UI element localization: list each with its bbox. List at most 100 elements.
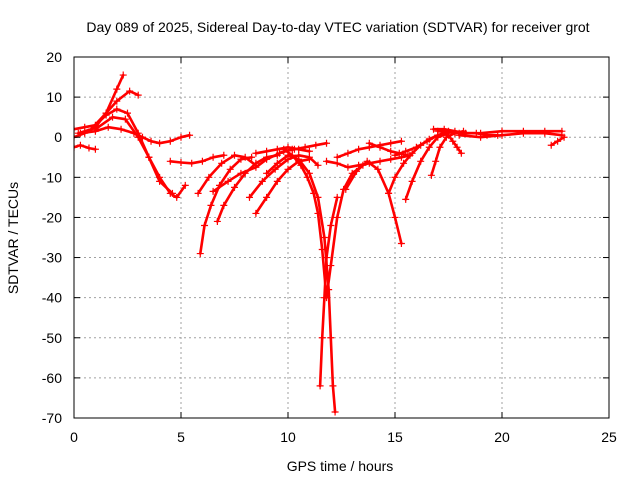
y-tick-label: -20 (42, 209, 62, 225)
data-point-marker (320, 294, 328, 302)
data-point-marker (397, 240, 405, 248)
data-point-marker (237, 169, 245, 177)
chart-title: Day 089 of 2025, Sidereal Day-to-day VTE… (86, 19, 589, 35)
data-point-marker (156, 177, 164, 185)
x-tick-label: 20 (494, 429, 510, 445)
data-point-marker (355, 145, 363, 153)
series-arc-17 (316, 193, 341, 390)
data-point-marker (387, 139, 395, 147)
data-point-marker (318, 246, 326, 254)
data-point-marker (205, 173, 213, 181)
series-arc-18 (280, 139, 331, 155)
data-point-marker (434, 127, 442, 135)
series-line (77, 89, 140, 135)
data-point-marker (181, 181, 189, 189)
data-point-marker (173, 193, 181, 201)
data-point-marker (147, 137, 155, 145)
data-point-marker (81, 123, 89, 131)
series-line (196, 154, 258, 195)
data-point-marker (194, 189, 202, 197)
series-arc-14 (252, 143, 313, 157)
data-point-marker (220, 201, 228, 209)
data-point-marker (455, 131, 463, 139)
data-point-marker (316, 382, 324, 390)
data-point-marker (329, 382, 337, 390)
y-tick-label: 20 (46, 49, 62, 65)
y-tick-label: -50 (42, 330, 62, 346)
data-series (74, 71, 568, 416)
data-point-marker (119, 71, 127, 79)
data-point-marker (113, 105, 121, 113)
series-arc-08 (196, 153, 256, 258)
data-point-marker (113, 97, 121, 105)
data-point-marker (327, 262, 335, 270)
data-point-marker (231, 151, 238, 159)
data-point-marker (318, 334, 326, 342)
data-point-marker (109, 113, 117, 121)
data-point-marker (323, 157, 331, 165)
data-point-marker (365, 139, 373, 147)
data-point-marker (121, 115, 129, 123)
grid (74, 57, 609, 418)
series-arc-01 (74, 141, 99, 153)
data-point-marker (498, 131, 506, 139)
data-point-marker (427, 171, 435, 179)
data-point-marker (363, 157, 371, 165)
data-point-marker (327, 221, 335, 229)
data-point-marker (314, 209, 322, 217)
data-point-marker (245, 193, 253, 201)
x-axis-label: GPS time / hours (287, 458, 394, 474)
data-point-marker (218, 159, 226, 167)
data-point-marker (196, 250, 204, 258)
data-point-marker (263, 147, 271, 155)
data-point-marker (323, 254, 331, 262)
data-point-marker (102, 111, 110, 119)
data-point-marker (314, 161, 322, 169)
data-point-marker (333, 213, 341, 221)
data-point-marker (425, 143, 433, 151)
data-point-marker (201, 221, 209, 229)
data-point-marker (273, 145, 281, 153)
data-point-marker (305, 147, 313, 155)
x-tick-label: 15 (387, 429, 403, 445)
series-arc-15 (263, 151, 339, 416)
data-point-marker (560, 133, 568, 141)
data-point-marker (134, 133, 142, 141)
data-point-marker (412, 143, 420, 151)
data-point-marker (124, 109, 131, 117)
data-point-marker (312, 141, 320, 149)
data-point-marker (284, 165, 292, 173)
plot-frame (73, 56, 610, 419)
data-point-marker (226, 165, 234, 173)
data-point-marker (273, 159, 281, 167)
data-point-marker (258, 177, 266, 185)
data-point-marker (301, 143, 309, 151)
series-arc-09 (194, 151, 260, 197)
data-point-marker (391, 151, 399, 159)
data-point-marker (231, 183, 238, 191)
data-point-marker (305, 153, 313, 161)
data-point-marker (91, 125, 99, 133)
data-point-marker (423, 137, 431, 145)
data-point-marker (430, 125, 438, 133)
data-point-marker (252, 209, 260, 217)
series-line (74, 107, 187, 199)
data-point-marker (248, 153, 256, 161)
data-point-marker (402, 147, 410, 155)
data-point-marker (76, 129, 84, 137)
data-point-marker (436, 143, 444, 151)
data-point-marker (477, 133, 485, 141)
y-tick-label: 0 (54, 129, 62, 145)
data-point-marker (85, 144, 93, 152)
data-point-marker (305, 169, 313, 177)
data-point-marker (145, 153, 153, 161)
data-point-marker (453, 143, 461, 151)
data-point-marker (417, 157, 425, 165)
data-point-marker (166, 157, 174, 165)
data-point-marker (376, 143, 384, 151)
data-point-marker (198, 157, 206, 165)
data-point-marker (303, 173, 311, 181)
data-point-marker (333, 153, 341, 161)
data-point-marker (331, 408, 339, 416)
